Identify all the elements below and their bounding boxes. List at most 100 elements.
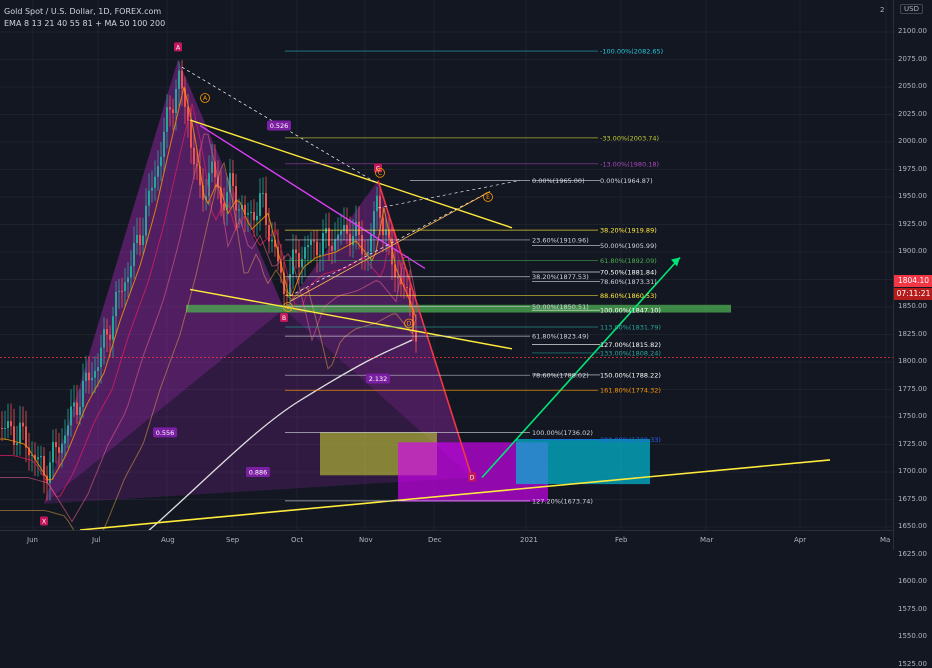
ratio-pill [153,427,177,438]
wave-label: D [407,321,412,328]
target-zone-cyan[interactable] [516,439,650,485]
countdown-badge: 07:11:21 [894,288,932,300]
candle-body [37,457,39,460]
fib-level-label: 150.00%(1788.22) [600,371,661,379]
time-tick-label: Sep [226,536,240,544]
price-tick-label: 1850.00 [898,302,927,310]
candle-body [364,254,366,256]
candle-body [373,211,375,235]
chart-area[interactable]: -100.00%(2082.65) -33.00%(2003.74) -13.00%… [0,0,893,665]
pattern-point-box [280,313,288,322]
fib-level-label: 78.60%(1873.31) [600,278,657,286]
candle-body [178,70,180,89]
candle-body [160,156,162,167]
candle-body [124,282,126,292]
candle-body [7,421,9,429]
candle-body [397,277,399,279]
candle-body [253,211,255,221]
price-tick-label: 2075.00 [898,54,927,63]
candle-body [319,254,321,256]
candle-body [349,233,351,246]
candle-body [55,442,57,448]
fib-level-label: -33.00%(2003.74) [600,134,659,142]
candle-body [334,239,336,251]
price-tick-label: 1700.00 [898,467,927,475]
candle-body [337,234,339,240]
candle-body [175,88,177,113]
time-tick-label: Jun [27,536,38,544]
pattern-point-d: D [470,475,475,482]
candle-body [193,147,195,165]
fib-level-label: 200.00%(1729.33) [600,436,661,444]
price-axis[interactable]: 2 USD 2100.00 2075.00 2050.00 2025.00 2000.0… [880,0,932,668]
candle-body [394,264,396,278]
fib-level-label: 127.00%(1815.82) [600,341,661,349]
pattern-point-box [40,516,48,526]
price-tick-label: 1725.00 [898,439,927,448]
candle-body [286,294,288,296]
fib-level-label: 61.80%(1892.09) [600,257,657,265]
price-tick-label: 1750.00 [898,412,927,420]
candle-body [79,407,81,415]
candle-body [34,454,36,460]
candle-body [118,290,120,292]
candle-body [1,428,3,429]
time-axis[interactable]: Jun Jul Aug Sep Oct Nov Dec 2021 Feb Mar Apr Ma [0,530,893,551]
candle-body [94,371,96,378]
fib-level-label: 127.20%(1673.74) [532,497,593,505]
candle-body [64,435,66,444]
pattern-point-b: B [282,315,286,322]
candle-body [406,287,408,289]
candle-body [412,307,414,332]
price-tick-label: 1925.00 [898,219,927,228]
candle-body [262,193,264,195]
candle-body [274,239,276,247]
candle-body [370,234,372,252]
candle-body [235,185,237,211]
fib-level-label: 0.00%(1965.00) [532,177,585,185]
be-dashed-line[interactable] [289,191,491,297]
price-tick-label: 1825.00 [898,329,927,338]
ratio-pill [246,467,270,477]
candle-body [28,447,30,456]
price-tick-label: 1800.00 [898,357,927,365]
ma-100-line [0,161,417,554]
candle-body [211,161,213,173]
support-band-green[interactable] [186,304,731,313]
time-tick-label: Jul [92,536,101,544]
forecast-arrow-line[interactable] [481,256,681,479]
symbol-title[interactable]: Gold Spot / U.S. Dollar, 1D, FOREX.com [4,7,162,16]
candle-body [76,402,78,415]
wedge-lower-line[interactable] [189,288,513,350]
price-tick-label: 1650.00 [898,522,927,530]
candle-body [202,185,204,200]
price-chart[interactable]: -100.00%(2082.65) -33.00%(2003.74) -13.00%… [0,0,893,665]
currency-button[interactable]: USD [900,4,923,14]
pattern-point-x: X [42,519,46,526]
candle-body [277,246,279,262]
candle-body [145,205,147,236]
candle-body [52,442,54,463]
price-tick-label: 1600.00 [898,577,927,585]
candle-body [229,173,231,193]
candle-body [112,316,114,340]
candle-body [385,229,387,236]
be-orange-line[interactable] [289,191,491,302]
long-term-support-line[interactable] [79,459,831,531]
candle-body [223,203,225,211]
fib-level-label: 161.80%(1774.32) [600,387,661,395]
fib-level-label: 78.60%(1788.02) [532,372,589,380]
candle-body [400,278,402,285]
candle-body [244,204,246,215]
candle-body [313,240,315,242]
ce-dashed-line[interactable] [377,180,521,209]
candle-body [346,225,348,234]
time-tick-label: Aug [161,536,175,544]
indicator-legend[interactable]: EMA 8 13 21 40 55 81 + MA 50 100 200 [4,19,166,28]
forecast-arrow-head [671,257,680,267]
wedge-upper-line[interactable] [189,119,513,229]
candle-body [283,272,285,295]
candle-body [154,176,156,188]
time-tick-label: Mar [700,536,714,544]
candle-body [181,70,183,89]
